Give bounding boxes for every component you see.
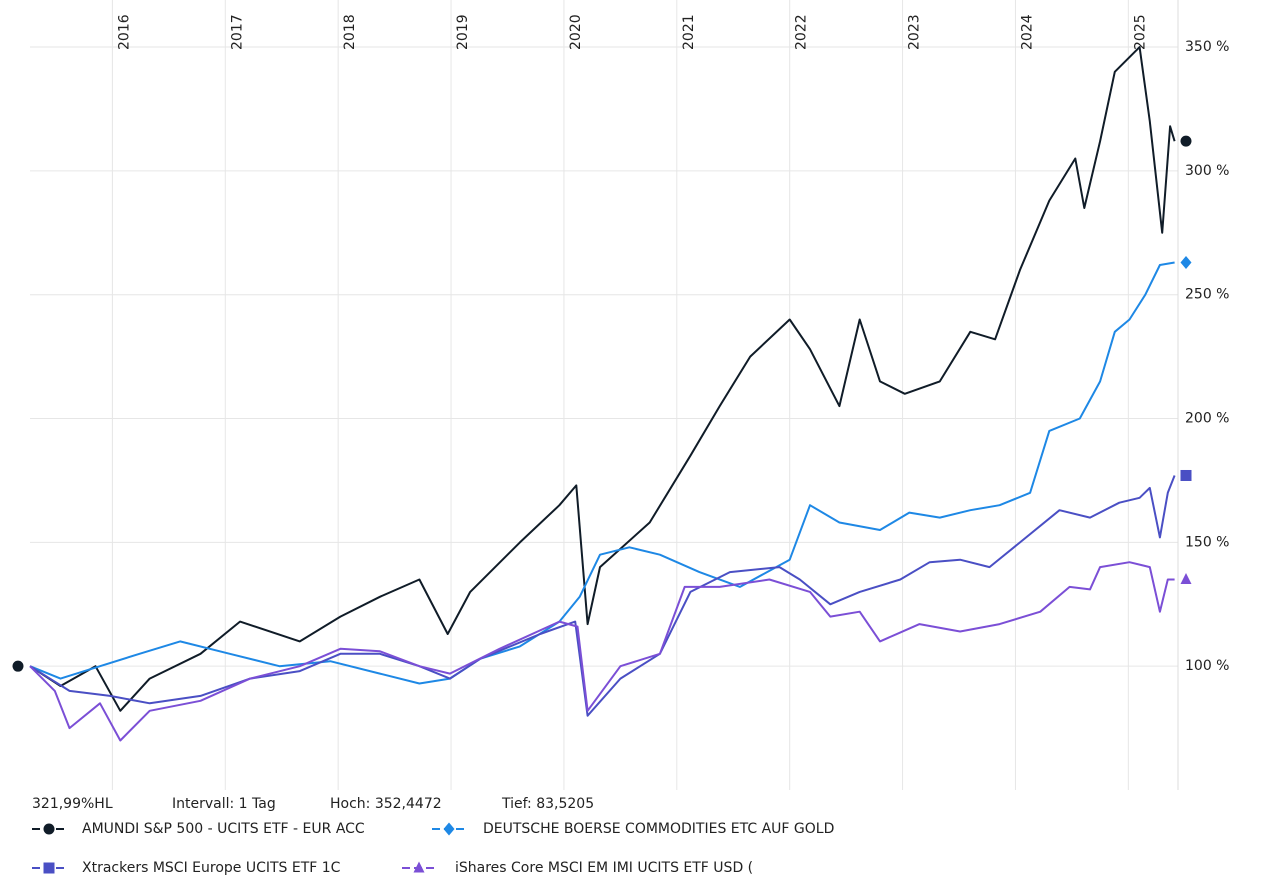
legend-label: iShares Core MSCI EM IMI UCITS ETF USD ( [455, 860, 753, 876]
x-tick-label: 2021 [681, 14, 697, 50]
end-marker [1180, 572, 1192, 584]
info-text: Hoch: 352,4472 [330, 796, 442, 812]
end-marker [1180, 256, 1192, 270]
series-line [29, 475, 1176, 717]
end-marker [1180, 469, 1192, 481]
y-tick-label: 200 % [1185, 411, 1229, 427]
x-tick-label: 2022 [794, 14, 810, 50]
x-tick-label: 2017 [229, 14, 245, 50]
y-tick-label: 150 % [1185, 534, 1229, 550]
y-tick-label: 300 % [1185, 163, 1229, 179]
info-text: Intervall: 1 Tag [172, 796, 276, 812]
legend-label: DEUTSCHE BOERSE COMMODITIES ETC AUF GOLD [483, 821, 834, 837]
info-text: 321,99%HL [32, 796, 113, 812]
end-marker [1180, 135, 1192, 147]
x-tick-label: 2020 [568, 14, 584, 50]
legend-marker [43, 862, 55, 874]
legend-label: Xtrackers MSCI Europe UCITS ETF 1C [82, 860, 341, 876]
series-line [29, 261, 1175, 685]
x-tick-label: 2018 [342, 14, 358, 50]
x-tick-label: 2024 [1019, 14, 1035, 50]
y-tick-label: 350 % [1185, 39, 1229, 55]
series-line [29, 561, 1175, 742]
start-marker [12, 660, 24, 672]
legend-marker [43, 823, 55, 835]
x-tick-label: 2019 [455, 14, 471, 50]
legend-label: AMUNDI S&P 500 - UCITS ETF - EUR ACC [82, 821, 365, 837]
x-tick-label: 2023 [907, 14, 923, 50]
series-line [29, 46, 1176, 712]
legend-marker [413, 861, 425, 873]
legend-marker [443, 822, 455, 836]
info-text: Tief: 83,5205 [501, 796, 594, 812]
y-tick-label: 250 % [1185, 287, 1229, 303]
x-tick-label: 2025 [1132, 14, 1148, 50]
x-tick-label: 2016 [116, 14, 132, 50]
y-tick-label: 100 % [1185, 658, 1229, 674]
